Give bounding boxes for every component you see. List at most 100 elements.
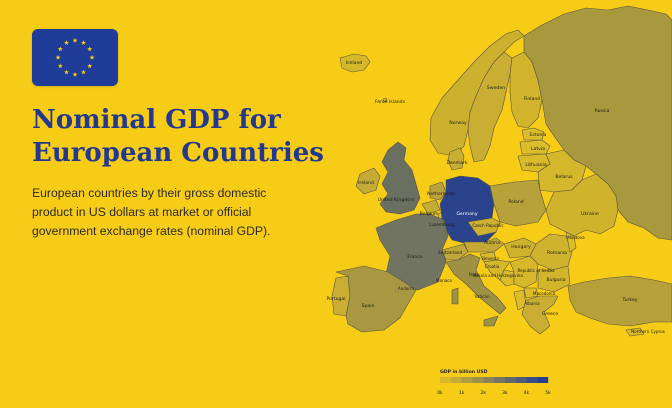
label-france: France bbox=[407, 254, 422, 260]
country-serbia[interactable] bbox=[509, 255, 539, 289]
country-belarus[interactable] bbox=[537, 149, 587, 193]
country-faroe-islands[interactable] bbox=[382, 97, 388, 103]
flag-star-icon bbox=[81, 40, 86, 45]
page-title: Nominal GDP for European Countries bbox=[32, 105, 324, 168]
legend-swatch bbox=[450, 377, 462, 383]
country-poland[interactable] bbox=[489, 179, 547, 227]
country-greece[interactable] bbox=[521, 295, 559, 335]
flag-star-icon bbox=[89, 54, 95, 60]
label-andorra: Andorra bbox=[398, 286, 415, 291]
flag-star-icon bbox=[87, 63, 93, 69]
label-russia: Russia bbox=[595, 108, 610, 114]
page-subtitle: European countries by their gross domest… bbox=[32, 186, 271, 238]
flag-star-icon bbox=[72, 71, 78, 77]
legend-title: GDP in billion USD bbox=[440, 369, 488, 375]
country-belgium[interactable] bbox=[421, 199, 441, 215]
label-austria: Austria bbox=[484, 240, 500, 246]
legend-swatch bbox=[504, 377, 516, 383]
country-turkey[interactable] bbox=[567, 275, 672, 327]
legend-swatch bbox=[472, 377, 484, 383]
label-poland: Poland bbox=[508, 199, 523, 205]
label-albania: Albania bbox=[524, 301, 540, 306]
country-bulgaria[interactable] bbox=[537, 265, 571, 293]
country-netherlands[interactable] bbox=[429, 181, 447, 201]
label-united-kingdom: United Kingdom bbox=[378, 197, 415, 203]
legend-tick-label: 2k bbox=[480, 390, 486, 396]
label-croatia: Croatia bbox=[485, 264, 500, 269]
country-sweden[interactable] bbox=[467, 51, 513, 163]
legend-color-bar bbox=[440, 377, 549, 383]
flag-star-icon bbox=[57, 63, 63, 69]
label-turkey: Turkey bbox=[622, 297, 638, 303]
label-serbia: Republic of Serbia bbox=[517, 268, 555, 273]
legend-swatch bbox=[526, 377, 538, 383]
flag-star-icon bbox=[55, 54, 61, 60]
legend-swatch bbox=[461, 377, 473, 383]
label-luxembourg: Luxembourg bbox=[429, 222, 455, 227]
legend-tick-label: 4k bbox=[524, 390, 530, 396]
country-ireland[interactable] bbox=[355, 167, 381, 195]
label-faroe-islands: Faroe Islands bbox=[375, 99, 406, 105]
country-macedonia[interactable] bbox=[523, 287, 539, 299]
legend-swatch bbox=[440, 377, 451, 383]
country-iceland[interactable] bbox=[339, 53, 371, 73]
label-ireland: Ireland bbox=[358, 180, 374, 186]
legend-swatch bbox=[515, 377, 527, 383]
legend-tick-label: 0k bbox=[437, 390, 443, 396]
label-moldova: Moldova bbox=[567, 235, 585, 240]
label-vatican: Vatican bbox=[474, 294, 489, 299]
country-italy[interactable] bbox=[445, 253, 507, 327]
label-estonia: Estonia bbox=[530, 132, 547, 138]
label-norway: Norway bbox=[449, 120, 467, 126]
label-denmark: Denmark bbox=[446, 160, 467, 166]
label-netherlands: Netherlands bbox=[427, 191, 456, 197]
country-spain[interactable] bbox=[335, 265, 417, 333]
country-northern-cyprus[interactable] bbox=[625, 327, 645, 337]
country-ukraine[interactable] bbox=[545, 173, 619, 237]
label-bulgaria: Bulgaria bbox=[546, 277, 565, 283]
country-estonia[interactable] bbox=[521, 127, 545, 141]
flag-star-icon bbox=[72, 37, 78, 43]
label-romania: Romania bbox=[547, 250, 567, 256]
label-bosnia: Bosnia and Herzegovina bbox=[473, 273, 523, 278]
label-ukraine: Ukraine bbox=[581, 211, 599, 217]
label-macedonia: Macedonia bbox=[533, 291, 556, 296]
label-sweden: Sweden bbox=[487, 85, 505, 91]
label-switzerland: Switzerland bbox=[438, 250, 462, 255]
gdp-legend: GDP in billion USD 0k 1k 2k 3k 4k 5k bbox=[437, 369, 551, 396]
flag-star-icon bbox=[64, 40, 69, 45]
europe-map: Iceland Faroe Islands Norway Sweden Finl… bbox=[326, 5, 672, 396]
flag-star-icon bbox=[64, 69, 69, 75]
label-hungary: Hungary bbox=[511, 244, 531, 250]
country-czech-republic[interactable] bbox=[467, 217, 501, 237]
legend-tick-label: 5k bbox=[545, 390, 551, 396]
label-spain: Spain bbox=[362, 303, 375, 309]
country-denmark[interactable] bbox=[447, 147, 465, 171]
country-united-kingdom[interactable] bbox=[379, 141, 421, 215]
label-greece: Greece bbox=[542, 311, 559, 317]
label-czech-republic: Czech Republic bbox=[472, 223, 503, 228]
label-iceland: Iceland bbox=[346, 60, 363, 66]
label-italy: Italy bbox=[469, 272, 479, 278]
flag-star-icon bbox=[57, 46, 63, 52]
legend-swatch bbox=[483, 377, 495, 383]
eu-flag-icon bbox=[32, 29, 118, 86]
label-portugal: Portugal bbox=[326, 296, 345, 302]
legend-swatch bbox=[537, 377, 549, 383]
label-belarus: Belarus bbox=[555, 174, 573, 180]
label-finland: Finland bbox=[524, 96, 540, 102]
label-belgium: Belgium bbox=[420, 211, 439, 217]
legend-swatch bbox=[494, 377, 505, 383]
flag-star-icon bbox=[81, 69, 86, 75]
country-moldova[interactable] bbox=[565, 231, 577, 253]
label-northern-cyprus: Northern Cyprus bbox=[631, 329, 665, 334]
legend-tick-label: 1k bbox=[459, 390, 465, 396]
label-slovenia: Slovenia bbox=[481, 256, 499, 261]
country-latvia[interactable] bbox=[519, 139, 551, 155]
label-monaco: Monaco bbox=[436, 278, 452, 283]
label-lithuania: Lithuania bbox=[525, 162, 546, 168]
label-latvia: Latvia bbox=[531, 146, 545, 152]
legend-tick-label: 3k bbox=[502, 390, 508, 396]
country-switzerland[interactable] bbox=[441, 243, 469, 261]
label-germany: Germany bbox=[456, 211, 477, 217]
